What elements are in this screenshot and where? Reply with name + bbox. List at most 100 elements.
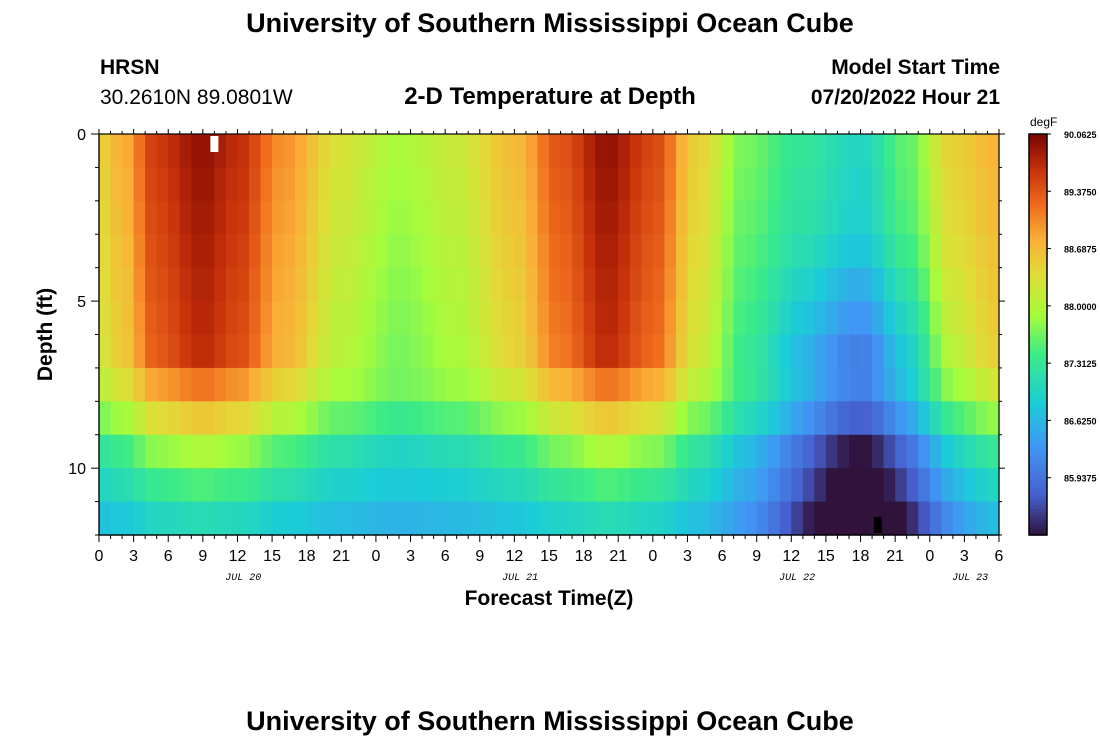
heatmap-cell [606, 501, 619, 536]
heatmap-cell [941, 301, 954, 336]
heatmap-cell [572, 267, 585, 302]
heatmap-cell [641, 167, 654, 202]
heatmap-cell [387, 434, 400, 469]
heatmap-cell [422, 434, 435, 469]
heatmap-cell [191, 267, 204, 302]
heatmap-cell [756, 301, 769, 336]
heatmap-cell [364, 234, 377, 269]
heatmap-cell [122, 468, 135, 503]
heatmap-cell [537, 267, 550, 302]
heatmap-cell [479, 234, 492, 269]
heatmap-cell [664, 367, 677, 402]
heatmap-cell [295, 334, 308, 369]
heatmap-cell [537, 234, 550, 269]
heatmap-cell [352, 301, 365, 336]
heatmap-cell [883, 501, 896, 536]
heatmap-cell [422, 501, 435, 536]
heatmap-cell [133, 200, 146, 235]
heatmap-cell [906, 468, 919, 503]
heatmap-cell [306, 367, 319, 402]
heatmap-cell [225, 200, 239, 235]
heatmap-cell [410, 434, 423, 469]
heatmap-cell [202, 334, 215, 369]
heatmap-cell [237, 334, 250, 369]
heatmap-cell [99, 267, 112, 302]
heatmap-cell [295, 200, 308, 235]
heatmap-cell [918, 501, 931, 536]
heatmap-cell [906, 134, 919, 169]
colorbar-label: 87.3125 [1064, 359, 1097, 369]
heatmap-cell [929, 200, 942, 235]
colorbar-segment [1029, 331, 1047, 336]
heatmap-cell [525, 267, 539, 302]
colorbar-segment [1029, 140, 1047, 145]
colorbar-segment [1029, 137, 1047, 142]
heatmap-cell [122, 267, 135, 302]
heatmap-cell [168, 468, 181, 503]
heatmap-cell [941, 401, 954, 436]
heatmap-cell [572, 468, 585, 503]
heatmap-cell [422, 200, 435, 235]
colorbar-segment [1029, 244, 1047, 249]
heatmap-cell [606, 434, 619, 469]
colorbar-segment [1029, 504, 1047, 509]
heatmap-cell [952, 200, 965, 235]
heatmap-cell [318, 267, 331, 302]
heatmap-cell [225, 267, 239, 302]
heatmap-cell [641, 367, 654, 402]
heatmap-cell [479, 334, 492, 369]
heatmap-cell [168, 334, 181, 369]
heatmap-cell [549, 200, 562, 235]
colorbar-segment [1029, 344, 1047, 349]
heatmap-cell [549, 334, 562, 369]
x-tick-label: 15 [263, 548, 281, 565]
heatmap-cell [249, 367, 262, 402]
heatmap-cell [952, 134, 965, 169]
heatmap-cell [652, 267, 665, 302]
heatmap-cell [652, 301, 665, 336]
heatmap-cell [825, 434, 839, 469]
heatmap-cell [906, 434, 919, 469]
y-tick-label: 10 [68, 461, 86, 478]
heatmap-cell [375, 367, 389, 402]
heatmap-cell [110, 401, 123, 436]
heatmap-cell [433, 234, 446, 269]
heatmap-cell [237, 501, 250, 536]
heatmap-cell [202, 501, 215, 536]
heatmap-cell [791, 468, 804, 503]
heatmap-cell [295, 401, 308, 436]
heatmap-cell [341, 167, 354, 202]
heatmap-cell [964, 401, 977, 436]
heatmap-cell [572, 434, 585, 469]
heatmap-cell [295, 234, 308, 269]
heatmap-cell [883, 200, 896, 235]
heatmap-cell [595, 301, 608, 336]
heatmap-cell [779, 401, 792, 436]
colorbar-segment [1029, 404, 1047, 409]
heatmap-cell [352, 134, 365, 169]
heatmap-cell [710, 401, 723, 436]
heatmap-cell [156, 501, 169, 536]
heatmap-cell [110, 301, 123, 336]
heatmap-cell [975, 267, 989, 302]
heatmap-cell [825, 367, 839, 402]
heatmap-cell [399, 334, 412, 369]
heatmap-cell [99, 401, 112, 436]
heatmap-cell [433, 468, 446, 503]
colorbar-segment [1029, 177, 1047, 182]
heatmap-cell [422, 134, 435, 169]
x-axis-title: Forecast Time(Z) [465, 587, 634, 610]
heatmap-cell [618, 167, 631, 202]
heatmap-cell [733, 501, 746, 536]
heatmap-cell [433, 200, 446, 235]
heatmap-cell [791, 401, 804, 436]
heatmap-cell [618, 367, 631, 402]
heatmap-cell [433, 334, 446, 369]
colorbar-segment [1029, 311, 1047, 316]
heatmap-cell [145, 334, 158, 369]
heatmap-cell [929, 301, 942, 336]
heatmap-cell [168, 401, 181, 436]
colorbar-segment [1029, 408, 1047, 412]
heatmap-cell [260, 167, 273, 202]
heatmap-cell [606, 134, 619, 169]
